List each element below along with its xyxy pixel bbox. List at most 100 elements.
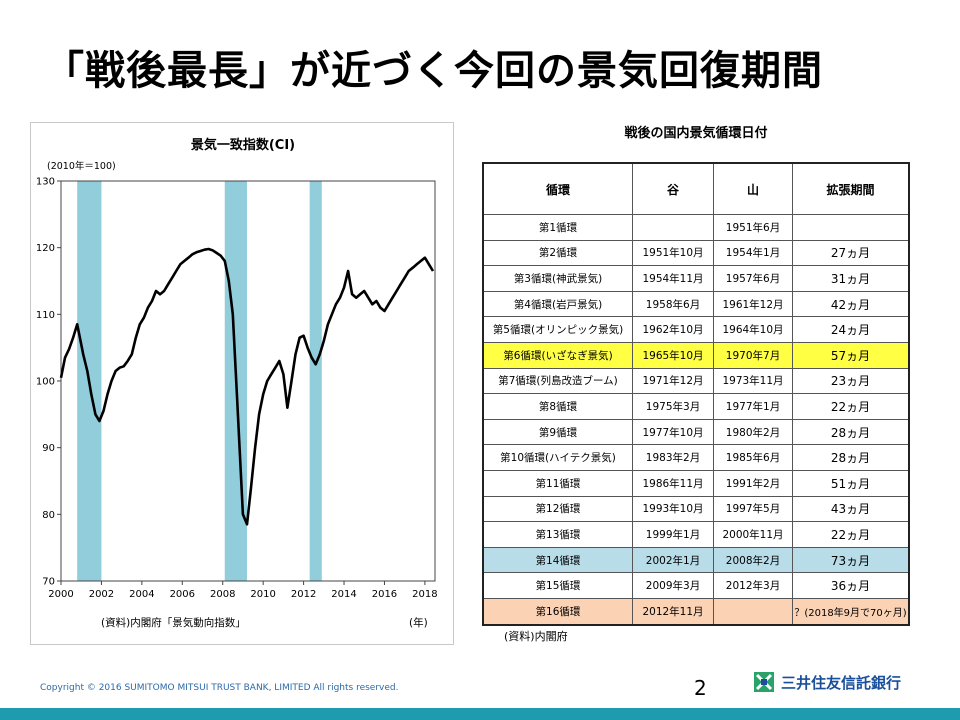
ci-series-line bbox=[59, 247, 435, 526]
cell-duration: 42ヵ月 bbox=[792, 290, 910, 318]
y-tick-label: 100 bbox=[36, 377, 55, 388]
cell-cycle: 第9循環 bbox=[482, 418, 633, 446]
cell-peak: 2012年3月 bbox=[713, 572, 793, 599]
slide-title: 「戦後最長」が近づく今回の景気回復期間 bbox=[44, 48, 823, 94]
cell-trough: 1977年10月 bbox=[632, 418, 714, 446]
cell-cycle: 第1循環 bbox=[482, 214, 633, 241]
cell-peak: 1985年6月 bbox=[713, 444, 793, 471]
cell-cycle: 第12循環 bbox=[482, 495, 633, 523]
cell-trough: 1958年6月 bbox=[632, 290, 714, 318]
logo-mark-icon bbox=[754, 672, 774, 692]
cell-cycle: 第15循環 bbox=[482, 572, 633, 599]
cell-peak: 2008年2月 bbox=[713, 546, 793, 574]
table-row: 第8循環 1975年3月 1977年1月 22ヵ月 bbox=[482, 393, 910, 420]
y-tick-label: 70 bbox=[42, 577, 55, 588]
table-row: 第15循環 2009年3月 2012年3月 36ヵ月 bbox=[482, 572, 910, 599]
header-duration: 拡張期間 bbox=[792, 162, 910, 215]
cell-peak: 1977年1月 bbox=[713, 393, 793, 420]
footer-accent-bar bbox=[0, 708, 960, 720]
y-axis-unit-label: (2010年＝100) bbox=[47, 160, 116, 172]
table-row: 第16循環 2012年11月 ？(2018年9月で70ヶ月) bbox=[482, 597, 910, 626]
cell-trough: 1983年2月 bbox=[632, 444, 714, 471]
y-tick-label: 110 bbox=[36, 310, 55, 321]
cell-duration: 28ヵ月 bbox=[792, 418, 910, 446]
cell-trough bbox=[632, 214, 714, 241]
recession-band bbox=[309, 181, 322, 581]
y-tick-label: 90 bbox=[42, 443, 55, 454]
cell-cycle: 第13循環 bbox=[482, 521, 633, 548]
cell-peak: 1954年1月 bbox=[713, 239, 793, 267]
table-row: 第5循環(オリンピック景気) 1962年10月 1964年10月 24ヵ月 bbox=[482, 316, 910, 343]
cell-peak: 1964年10月 bbox=[713, 316, 793, 343]
table-row: 第13循環 1999年1月 2000年11月 22ヵ月 bbox=[482, 521, 910, 548]
cell-peak: 1973年11月 bbox=[713, 367, 793, 395]
cell-duration: 24ヵ月 bbox=[792, 316, 910, 343]
x-tick-label: 2000 bbox=[48, 589, 73, 600]
cell-duration: 31ヵ月 bbox=[792, 265, 910, 292]
x-tick-label: 2010 bbox=[250, 589, 275, 600]
x-axis-unit-label: (年) bbox=[409, 616, 428, 629]
cell-trough: 2012年11月 bbox=[632, 597, 714, 626]
cell-cycle: 第5循環(オリンピック景気) bbox=[482, 316, 633, 343]
header-trough: 谷 bbox=[632, 162, 714, 215]
table-row: 第6循環(いざなぎ景気) 1965年10月 1970年7月 57ヵ月 bbox=[482, 341, 910, 369]
cell-peak bbox=[713, 597, 793, 626]
table-row: 第12循環 1993年10月 1997年5月 43ヵ月 bbox=[482, 495, 910, 523]
cell-trough: 2002年1月 bbox=[632, 546, 714, 574]
table-header-row: 循環 谷 山 拡張期間 bbox=[482, 162, 910, 215]
cell-cycle: 第2循環 bbox=[482, 239, 633, 267]
cell-cycle: 第14循環 bbox=[482, 546, 633, 574]
chart-source: (資料)内閣府「景気動向指数」 bbox=[101, 616, 246, 629]
table-row: 第14循環 2002年1月 2008年2月 73ヵ月 bbox=[482, 546, 910, 574]
copyright-text: Copyright © 2016 SUMITOMO MITSUI TRUST B… bbox=[40, 683, 399, 693]
x-tick-label: 2006 bbox=[170, 589, 195, 600]
cell-duration: 43ヵ月 bbox=[792, 495, 910, 523]
table-row: 第4循環(岩戸景気) 1958年6月 1961年12月 42ヵ月 bbox=[482, 290, 910, 318]
cell-peak: 1951年6月 bbox=[713, 214, 793, 241]
cell-duration: 57ヵ月 bbox=[792, 341, 910, 369]
cell-duration: 28ヵ月 bbox=[792, 444, 910, 471]
cell-trough: 1962年10月 bbox=[632, 316, 714, 343]
logo-text: 三井住友信託銀行 bbox=[781, 673, 902, 692]
cell-trough: 1971年12月 bbox=[632, 367, 714, 395]
ci-chart-panel: 景気一致指数(CI) (2010年＝100) 70 80 90 100 110 120 130 2… bbox=[30, 122, 454, 645]
cell-trough: 1999年1月 bbox=[632, 521, 714, 548]
cell-peak: 1997年5月 bbox=[713, 495, 793, 523]
cell-trough: 2009年3月 bbox=[632, 572, 714, 599]
x-tick-label: 2016 bbox=[372, 589, 397, 600]
cell-duration bbox=[792, 214, 910, 241]
cell-peak: 1991年2月 bbox=[713, 469, 793, 497]
cell-cycle: 第3循環(神武景気) bbox=[482, 265, 633, 292]
cell-peak: 1970年7月 bbox=[713, 341, 793, 369]
y-tick-label: 130 bbox=[36, 177, 55, 188]
table-title: 戦後の国内景気循環日付 bbox=[624, 126, 768, 141]
cell-cycle: 第8循環 bbox=[482, 393, 633, 420]
table-row: 第1循環 1951年6月 bbox=[482, 214, 910, 241]
cell-trough: 1954年11月 bbox=[632, 265, 714, 292]
cell-cycle: 第4循環(岩戸景気) bbox=[482, 290, 633, 318]
table-row: 第2循環 1951年10月 1954年1月 27ヵ月 bbox=[482, 239, 910, 267]
table-row: 第11循環 1986年11月 1991年2月 51ヵ月 bbox=[482, 469, 910, 497]
cell-trough: 1965年10月 bbox=[632, 341, 714, 369]
table-row: 第3循環(神武景気) 1954年11月 1957年6月 31ヵ月 bbox=[482, 265, 910, 292]
x-tick-label: 2012 bbox=[291, 589, 316, 600]
y-tick-label: 80 bbox=[42, 510, 55, 521]
x-tick-label: 2014 bbox=[331, 589, 356, 600]
cell-duration: 73ヵ月 bbox=[792, 546, 910, 574]
cell-duration: 22ヵ月 bbox=[792, 521, 910, 548]
table-row: 第9循環 1977年10月 1980年2月 28ヵ月 bbox=[482, 418, 910, 446]
cell-trough: 1986年11月 bbox=[632, 469, 714, 497]
table-row: 第10循環(ハイテク景気) 1983年2月 1985年6月 28ヵ月 bbox=[482, 444, 910, 471]
cell-duration: 51ヵ月 bbox=[792, 469, 910, 497]
cell-cycle: 第11循環 bbox=[482, 469, 633, 497]
y-tick-label: 120 bbox=[36, 243, 55, 254]
cell-cycle: 第7循環(列島改造ブーム) bbox=[482, 367, 633, 395]
x-tick-label: 2002 bbox=[89, 589, 114, 600]
business-cycle-table: 循環 谷 山 拡張期間 第1循環 1951年6月 第2循環 1951年10月 1954年… bbox=[482, 162, 910, 626]
cell-cycle: 第10循環(ハイテク景気) bbox=[482, 444, 633, 471]
table-source: (資料)内閣府 bbox=[504, 630, 568, 643]
ci-line-chart: 景気一致指数(CI) (2010年＝100) 70 80 90 100 110 120 130 2… bbox=[36, 137, 438, 629]
x-tick-label: 2008 bbox=[210, 589, 235, 600]
x-tick-label: 2018 bbox=[412, 589, 437, 600]
cell-trough: 1951年10月 bbox=[632, 239, 714, 267]
